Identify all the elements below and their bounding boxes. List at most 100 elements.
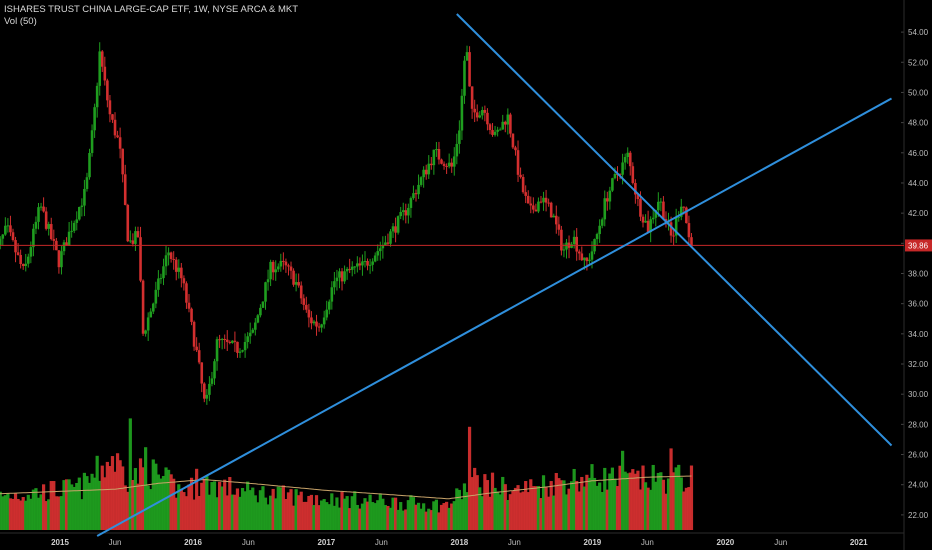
volume-bar <box>511 490 515 530</box>
candle-body <box>539 201 543 203</box>
candle-body <box>266 279 270 283</box>
candle <box>307 303 311 328</box>
volume-bar <box>610 467 615 530</box>
candle-body <box>274 269 278 273</box>
candle-body <box>264 282 267 302</box>
candle-body <box>205 394 209 399</box>
volume-bar <box>656 472 660 530</box>
volume-bar <box>557 478 561 530</box>
candle-body <box>669 222 673 236</box>
candle-body <box>325 309 329 318</box>
candle <box>496 126 499 137</box>
volume-bar <box>327 504 331 530</box>
candle-body <box>210 378 214 384</box>
candle <box>241 349 244 353</box>
volume-bar <box>294 489 298 530</box>
volume-bar <box>526 492 530 530</box>
candle <box>108 94 112 123</box>
candle <box>465 45 469 61</box>
candle <box>327 299 331 315</box>
volume-bar <box>302 501 306 530</box>
candle-body <box>363 261 367 263</box>
candle-body <box>9 225 12 233</box>
candle <box>310 311 313 330</box>
volume-bar <box>281 485 285 530</box>
candle-body <box>185 283 188 303</box>
volume-bar <box>93 477 97 530</box>
volume-bar <box>376 500 380 530</box>
candle-body <box>294 282 298 285</box>
volume-bar <box>513 487 518 530</box>
volume-bar <box>34 488 38 530</box>
volume-bar <box>223 479 227 530</box>
candle <box>11 228 15 242</box>
candle-body <box>358 263 362 266</box>
candle-body <box>305 304 308 310</box>
candle-body <box>468 52 471 87</box>
candle <box>371 258 374 272</box>
candle <box>279 253 283 272</box>
candle-body <box>180 267 183 279</box>
volume-indicator-label[interactable]: Vol (50) <box>4 16 37 27</box>
candle <box>26 253 30 268</box>
volume-bar <box>271 488 275 530</box>
candle-body <box>322 317 326 325</box>
volume-bar <box>682 491 686 530</box>
volume-bar <box>274 498 278 530</box>
price-tick-label: 24.00 <box>908 481 929 490</box>
candle <box>52 229 56 251</box>
candle-body <box>366 261 369 266</box>
candle-body <box>144 330 147 334</box>
volume-bar <box>621 450 625 530</box>
volume-bar <box>291 505 296 530</box>
candle <box>218 334 221 348</box>
volume-bar <box>248 490 252 530</box>
volume-bar <box>36 497 41 530</box>
candle-body <box>174 259 178 272</box>
volume-bar <box>0 491 2 530</box>
candle <box>180 262 183 288</box>
volume-bar <box>90 473 94 530</box>
candle-body <box>315 321 318 327</box>
volume-bar <box>172 478 176 530</box>
volume-bar <box>251 487 255 530</box>
candle-body <box>134 231 137 244</box>
volume-bar <box>230 494 234 530</box>
candle <box>427 155 431 179</box>
volume-bar <box>368 494 372 530</box>
volume-bar <box>77 477 81 530</box>
candle-body <box>560 229 563 251</box>
candle-body <box>215 339 219 362</box>
volume-bar <box>689 465 694 530</box>
candle-body <box>368 264 372 266</box>
candle-body <box>139 237 142 281</box>
candle-body <box>65 242 68 246</box>
candle-body <box>57 250 61 268</box>
candle <box>197 342 201 365</box>
time-tick-label: 2017 <box>317 538 335 547</box>
candle-body <box>465 52 469 61</box>
volume-bar <box>320 500 324 530</box>
price-tick-label: 34.00 <box>908 330 929 339</box>
candle <box>526 190 530 204</box>
candle <box>302 294 306 311</box>
volume-bar <box>483 474 487 530</box>
candle-body <box>570 244 573 248</box>
candle-body <box>340 271 344 282</box>
candle-body <box>21 264 25 267</box>
volume-bar <box>286 492 291 530</box>
volume-bar <box>42 484 46 530</box>
candle <box>577 249 581 261</box>
volume-bar <box>536 486 541 530</box>
candle <box>195 337 198 352</box>
volume-bar <box>427 508 431 530</box>
volume-bar <box>457 489 461 530</box>
candle <box>659 198 663 212</box>
volume-bar <box>659 472 663 530</box>
candle-body <box>231 340 234 343</box>
volume-bar <box>136 483 140 530</box>
candle-body <box>511 133 515 148</box>
price-tick-label: 26.00 <box>908 451 929 460</box>
candle <box>146 312 150 341</box>
